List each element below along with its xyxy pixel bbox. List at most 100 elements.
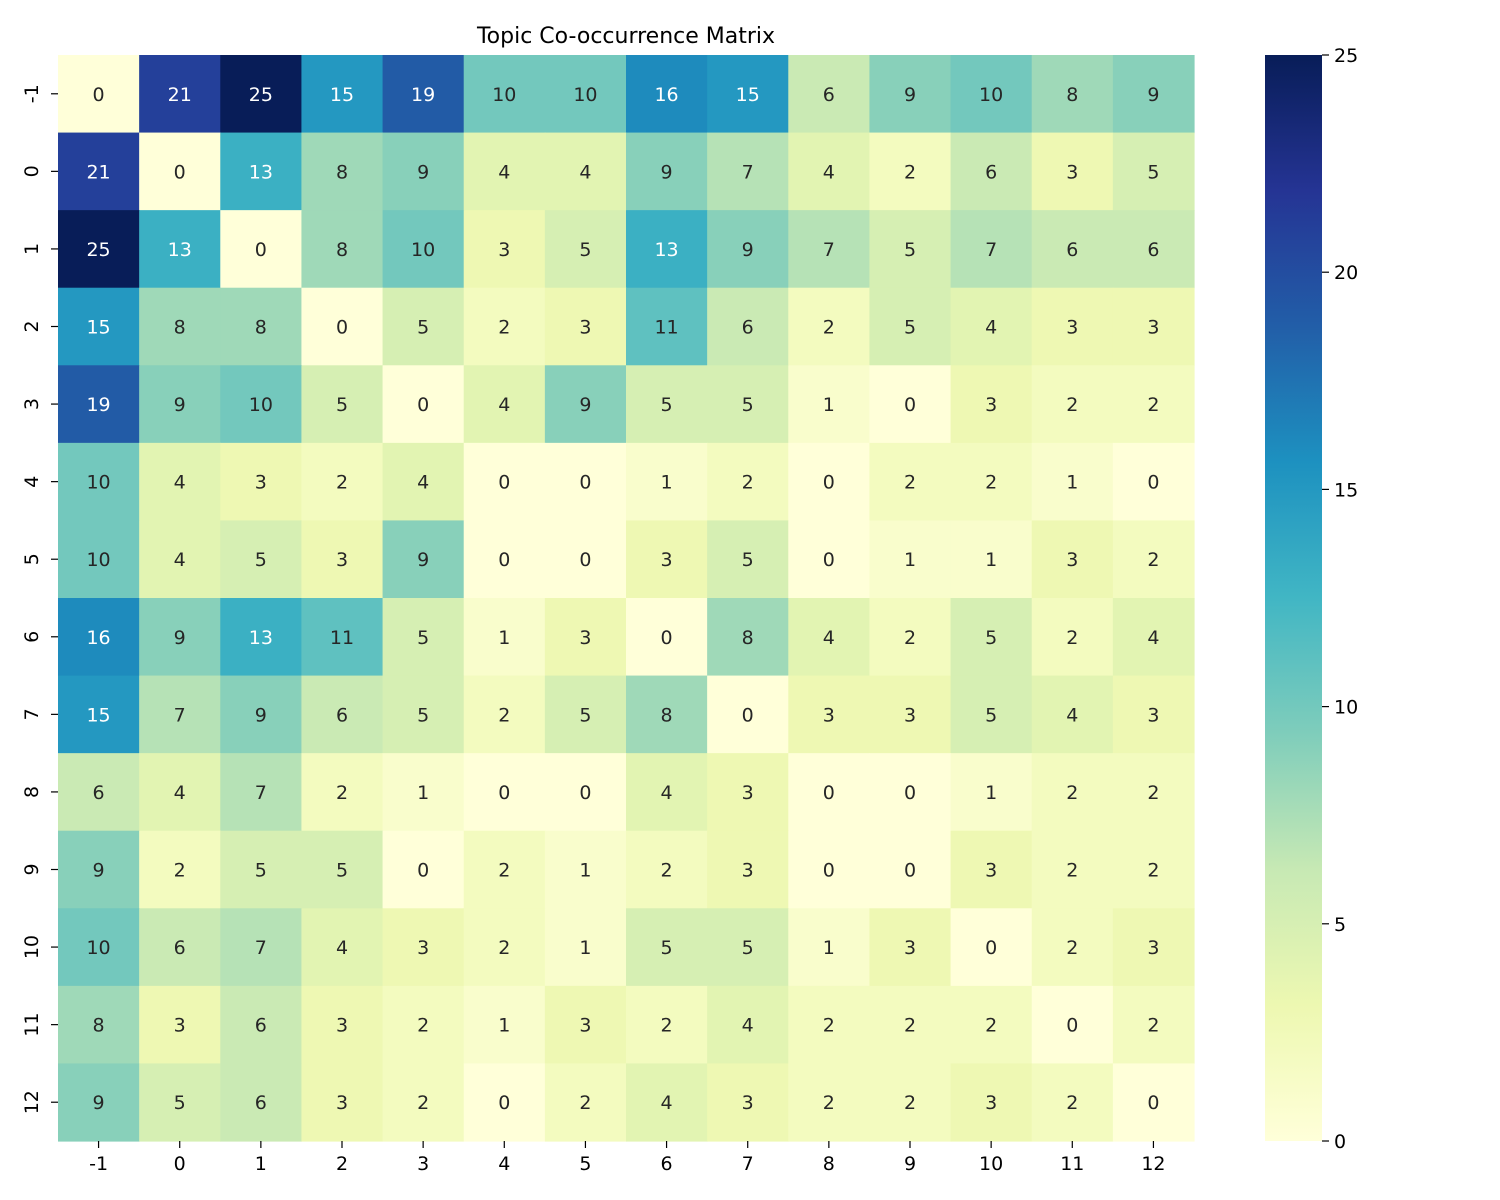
cell-value-label: 3 — [661, 549, 673, 571]
cell-value-label: 10 — [86, 937, 110, 959]
x-tick-label: 2 — [336, 1153, 348, 1175]
cell-value-label: 4 — [823, 161, 835, 183]
heatmap-cell — [58, 830, 140, 909]
heatmap-cell — [707, 442, 789, 522]
heatmap-cell — [382, 442, 465, 522]
heatmap-cell — [382, 1063, 465, 1142]
y-tick-label: 6 — [21, 631, 43, 643]
cell-value-label: 0 — [498, 782, 510, 804]
y-tick-label: 1 — [21, 243, 43, 255]
heatmap-cell — [950, 985, 1033, 1065]
heatmap-cell — [626, 675, 708, 754]
heatmap-cell — [220, 132, 303, 211]
cell-value-label: 2 — [1147, 394, 1159, 416]
cell-value-label: 2 — [174, 860, 186, 882]
heatmap-cell — [463, 985, 546, 1065]
heatmap-cell — [544, 830, 627, 909]
cell-value-label: 9 — [1147, 84, 1159, 106]
cell-value-label: 4 — [417, 472, 429, 494]
heatmap-cell — [139, 287, 221, 366]
cell-value-label: 1 — [579, 937, 591, 959]
heatmap-cell — [382, 210, 465, 289]
heatmap-cell — [463, 55, 546, 134]
heatmap-cell — [626, 442, 708, 522]
cell-value-label: 4 — [742, 1015, 754, 1037]
cell-value-label: 4 — [174, 472, 186, 494]
heatmap-cell — [707, 132, 789, 211]
heatmap-cell — [544, 675, 627, 754]
heatmap-cell — [463, 675, 546, 754]
cell-value-label: 5 — [255, 549, 267, 571]
heatmap-cell — [788, 55, 871, 134]
heatmap-cell — [463, 520, 546, 599]
heatmap-cell — [1112, 210, 1195, 289]
heatmap-cell — [1112, 132, 1195, 211]
heatmap-cell — [1112, 520, 1195, 599]
heatmap-cell — [301, 520, 384, 599]
heatmap-cell — [301, 908, 384, 987]
cell-value-label: 3 — [904, 937, 916, 959]
heatmap-cell — [626, 287, 708, 366]
cell-value-label: 9 — [93, 1092, 105, 1114]
heatmap-cell — [463, 132, 546, 211]
heatmap-cell — [544, 753, 627, 832]
x-tick-label: 12 — [1141, 1153, 1165, 1175]
heatmap-cell — [707, 55, 789, 134]
heatmap-cell — [626, 830, 708, 909]
cell-value-label: 8 — [93, 1015, 105, 1037]
cell-value-label: 2 — [336, 782, 348, 804]
cell-value-label: 2 — [1147, 860, 1159, 882]
heatmap-cell — [950, 132, 1033, 211]
cell-value-label: 0 — [336, 317, 348, 339]
cell-value-label: 13 — [249, 627, 273, 649]
cell-value-label: 5 — [985, 627, 997, 649]
cell-value-label: 3 — [336, 549, 348, 571]
heatmap-cell — [1031, 985, 1114, 1065]
heatmap-cell — [626, 210, 708, 289]
chart-title: Topic Co-occurrence Matrix — [476, 24, 775, 49]
heatmap-cell — [382, 753, 465, 832]
heatmap-cell — [544, 1063, 627, 1142]
cell-value-label: 5 — [742, 394, 754, 416]
x-tick-label: 1 — [255, 1153, 267, 1175]
heatmap-cell — [139, 830, 221, 909]
heatmap-cell — [626, 908, 708, 987]
heatmap-cell — [58, 442, 140, 522]
heatmap-cell — [869, 1063, 952, 1142]
heatmap-cell — [707, 985, 789, 1065]
heatmap-cell — [869, 287, 952, 366]
cell-value-label: 13 — [249, 161, 273, 183]
x-tick-label: 11 — [1060, 1153, 1084, 1175]
heatmap-cell — [1112, 598, 1195, 677]
cell-value-label: 15 — [330, 84, 354, 106]
cell-value-label: 11 — [330, 627, 354, 649]
heatmap-cell — [301, 753, 384, 832]
cell-value-label: 8 — [661, 704, 673, 726]
cell-value-label: 4 — [985, 317, 997, 339]
cell-value-label: 10 — [979, 84, 1003, 106]
cell-value-label: 5 — [742, 549, 754, 571]
cell-value-label: 5 — [255, 860, 267, 882]
y-tick-label: 4 — [21, 476, 43, 488]
colorbar-tick-label: 0 — [1334, 1131, 1346, 1153]
heatmap-cell — [950, 210, 1033, 289]
heatmap-cell — [382, 287, 465, 366]
cell-value-label: 0 — [1147, 472, 1159, 494]
heatmap-cell — [869, 442, 952, 522]
heatmap-cell — [707, 598, 789, 677]
cell-value-label: 4 — [336, 937, 348, 959]
heatmap-cell — [1112, 830, 1195, 909]
cell-value-label: 10 — [492, 84, 516, 106]
heatmap-cell — [301, 985, 384, 1065]
cell-value-label: 2 — [498, 704, 510, 726]
heatmap-cell — [950, 908, 1033, 987]
cell-value-label: 6 — [255, 1015, 267, 1037]
cell-value-label: 0 — [823, 472, 835, 494]
cell-value-label: 0 — [579, 782, 591, 804]
heatmap-cell — [463, 210, 546, 289]
heatmap-cell — [382, 520, 465, 599]
cell-value-label: 7 — [985, 239, 997, 261]
cell-value-label: 5 — [417, 317, 429, 339]
cell-value-label: 2 — [1066, 860, 1078, 882]
heatmap-cell — [950, 675, 1033, 754]
